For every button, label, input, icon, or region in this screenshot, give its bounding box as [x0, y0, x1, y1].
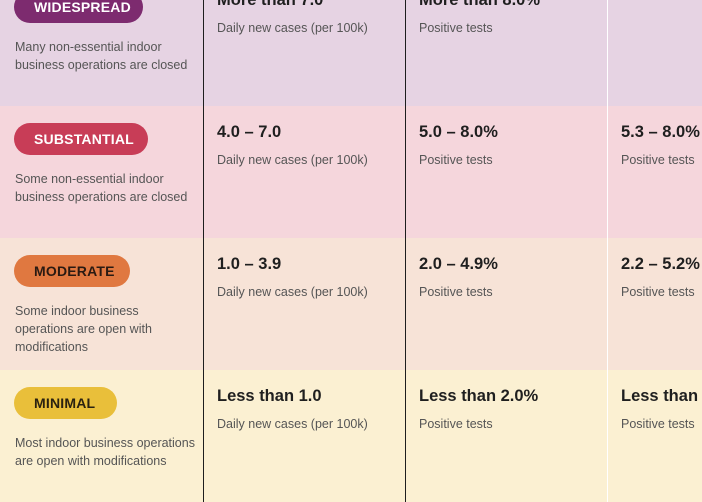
- metric-label: Positive tests: [621, 417, 695, 431]
- metric-value: Less than 1.0: [217, 387, 322, 405]
- tier-label-cell: MINIMAL Most indoor business operations …: [0, 370, 203, 502]
- tier-label-cell: WIDESPREAD Many non-essential indoor bus…: [0, 0, 203, 106]
- tier-badge-minimal: MINIMAL: [14, 387, 117, 419]
- metric-cell-adjusted-positivity: 5.3 – 8.0% Positive tests: [607, 106, 702, 238]
- metric-cell-adjusted-positivity: Less than 2 Positive tests: [607, 370, 702, 502]
- metric-cell-adjusted-positivity: [607, 0, 702, 106]
- metric-value: 2.0 – 4.9%: [419, 255, 498, 273]
- metric-cell-positivity: 5.0 – 8.0% Positive tests: [405, 106, 607, 238]
- metric-label: Positive tests: [419, 285, 493, 299]
- metric-value: 5.3 – 8.0%: [621, 123, 700, 141]
- metric-cell-positivity: 2.0 – 4.9% Positive tests: [405, 238, 607, 370]
- metric-label: Positive tests: [419, 153, 493, 167]
- tier-description: Many non-essential indoor business opera…: [15, 40, 188, 72]
- metric-cell-positivity: More than 8.0% Positive tests: [405, 0, 607, 106]
- tier-badge-substantial: SUBSTANTIAL: [14, 123, 148, 155]
- metric-cell-adjusted-positivity: 2.2 – 5.2% Positive tests: [607, 238, 702, 370]
- tier-badge-moderate: MODERATE: [14, 255, 130, 287]
- tier-row-moderate: MODERATE Some indoor business operations…: [0, 238, 702, 370]
- tier-badge-widespread: WIDESPREAD: [14, 0, 143, 23]
- metric-value: Less than 2.0%: [419, 387, 539, 405]
- metric-label: Daily new cases (per 100k): [217, 285, 368, 299]
- metric-label: Positive tests: [621, 285, 695, 299]
- metric-label: Daily new cases (per 100k): [217, 417, 368, 431]
- metric-cell-cases: More than 7.0 Daily new cases (per 100k): [203, 0, 405, 106]
- metric-cell-cases: Less than 1.0 Daily new cases (per 100k): [203, 370, 405, 502]
- metric-value: 2.2 – 5.2%: [621, 255, 700, 273]
- tier-description: Most indoor business operations are open…: [15, 436, 195, 468]
- metric-label: Positive tests: [419, 21, 493, 35]
- tier-row-substantial: SUBSTANTIAL Some non-essential indoor bu…: [0, 106, 702, 238]
- metric-value: More than 8.0%: [419, 0, 541, 9]
- tier-label-cell: SUBSTANTIAL Some non-essential indoor bu…: [0, 106, 203, 238]
- metric-label: Daily new cases (per 100k): [217, 21, 368, 35]
- metric-cell-positivity: Less than 2.0% Positive tests: [405, 370, 607, 502]
- metric-cell-cases: 1.0 – 3.9 Daily new cases (per 100k): [203, 238, 405, 370]
- metric-value: 5.0 – 8.0%: [419, 123, 498, 141]
- tier-row-widespread: WIDESPREAD Many non-essential indoor bus…: [0, 0, 702, 106]
- tier-description: Some non-essential indoor business opera…: [15, 172, 188, 204]
- metric-label: Daily new cases (per 100k): [217, 153, 368, 167]
- metric-value: Less than 2: [621, 387, 702, 405]
- tier-description: Some indoor business operations are open…: [15, 304, 152, 354]
- metric-value: More than 7.0: [217, 0, 324, 9]
- metric-value: 1.0 – 3.9: [217, 255, 282, 273]
- tier-label-cell: MODERATE Some indoor business operations…: [0, 238, 203, 370]
- metric-label: Positive tests: [419, 417, 493, 431]
- metric-cell-cases: 4.0 – 7.0 Daily new cases (per 100k): [203, 106, 405, 238]
- metric-label: Positive tests: [621, 153, 695, 167]
- metric-value: 4.0 – 7.0: [217, 123, 282, 141]
- tier-row-minimal: MINIMAL Most indoor business operations …: [0, 370, 702, 502]
